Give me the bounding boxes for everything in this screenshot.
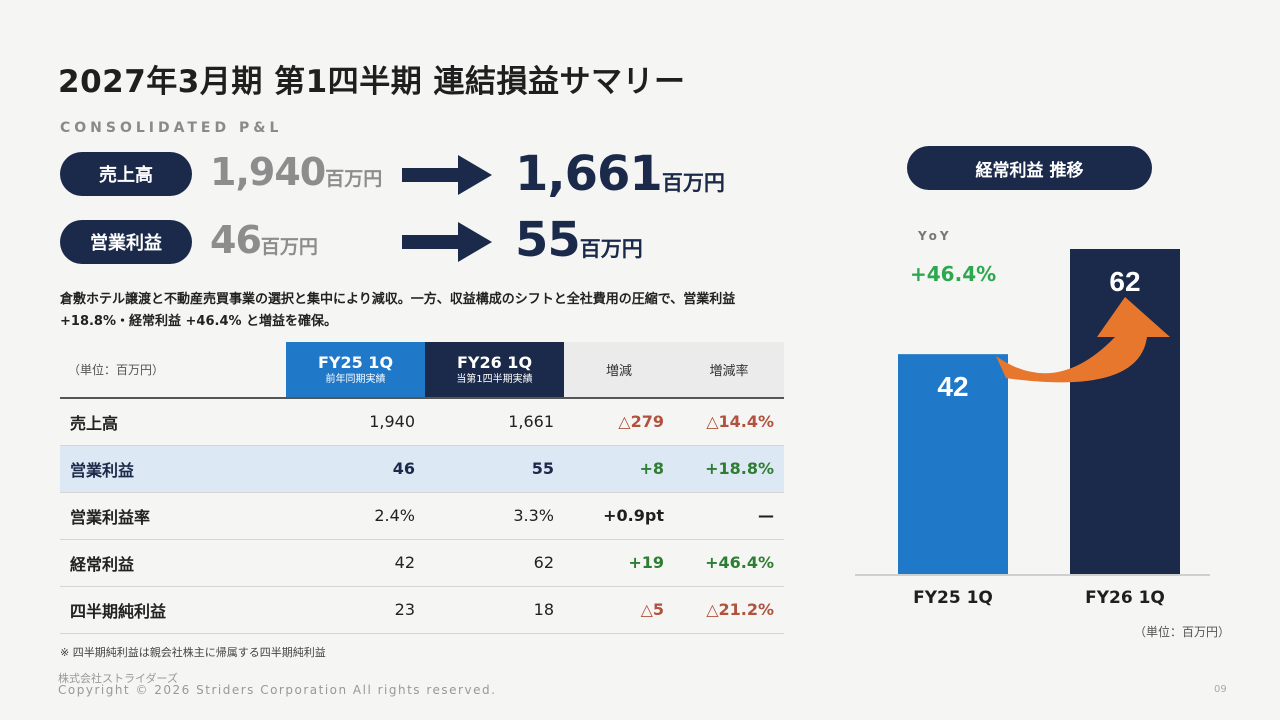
bar-value-label: 42	[937, 371, 968, 402]
yoy-label: YoY	[918, 229, 952, 243]
cell-fy25: 2.4%	[286, 492, 425, 540]
cell-diff: △5	[564, 586, 674, 634]
bar-0	[898, 354, 1008, 575]
col-fy26-sublabel: 当第1四半期実績	[456, 373, 533, 385]
col-header-fy26: FY26 1Q 当第1四半期実績	[425, 342, 564, 398]
footnote: ※ 四半期純利益は親会社株主に帰属する四半期純利益	[60, 646, 326, 659]
growth-arrow-icon	[996, 297, 1170, 383]
company-name: 株式会社ストライダーズ	[58, 672, 179, 685]
page-title: 2027年3月期 第1四半期 連結損益サマリー	[58, 64, 686, 100]
table-unit-label: （単位：百万円）	[68, 363, 165, 377]
cell-diff: +19	[564, 539, 674, 587]
table-row: 売上高 1,940 1,661 △279 △14.4%	[60, 398, 784, 446]
cell-fy25: 46	[286, 445, 425, 493]
cell-fy26: 3.3%	[425, 492, 564, 540]
row-label: 営業利益率	[60, 492, 286, 540]
arrow-right-icon	[402, 155, 492, 195]
col-fy25-label: FY25 1Q	[317, 352, 394, 372]
row-label: 四半期純利益	[60, 586, 286, 634]
kpi-op-curr: 55百万円	[515, 212, 643, 268]
cell-rate: +46.4%	[674, 539, 784, 587]
cell-fy26: 62	[425, 539, 564, 587]
cell-diff: +8	[564, 445, 674, 493]
table-row: 営業利益率 2.4% 3.3% +0.9pt —	[60, 492, 784, 540]
kpi-sales-prev-value: 1,940	[210, 150, 326, 194]
cell-diff: +0.9pt	[564, 492, 674, 540]
row-label: 営業利益	[60, 445, 286, 493]
kpi-label-sales: 売上高	[60, 152, 192, 196]
cell-fy26: 55	[425, 445, 564, 493]
table-header-row: （単位：百万円） FY25 1Q 前年同期実績 FY26 1Q 当第1四半期実績…	[60, 342, 784, 398]
pl-table: （単位：百万円） FY25 1Q 前年同期実績 FY26 1Q 当第1四半期実績…	[60, 342, 784, 634]
cell-fy25: 23	[286, 586, 425, 634]
kpi-op-prev: 46百万円	[210, 218, 318, 262]
table-row: 営業利益 46 55 +8 +18.8%	[60, 445, 784, 493]
cell-fy25: 1,940	[286, 398, 425, 446]
bar-value-label: 62	[1109, 266, 1140, 297]
page-subtitle: CONSOLIDATED P&L	[60, 120, 283, 136]
cell-fy26: 18	[425, 586, 564, 634]
page-number: 09	[1214, 684, 1227, 695]
cell-fy26: 1,661	[425, 398, 564, 446]
kpi-sales-prev: 1,940百万円	[210, 150, 382, 194]
kpi-sales-curr-value: 1,661	[515, 146, 663, 202]
cell-diff: △279	[564, 398, 674, 446]
yoy-value: +46.4%	[910, 262, 997, 286]
row-label: 経常利益	[60, 539, 286, 587]
cell-fy25: 42	[286, 539, 425, 587]
chart-unit-label: （単位：百万円）	[1134, 625, 1231, 639]
arrow-right-icon	[402, 222, 492, 262]
ordinary-profit-chart: 42 FY25 1Q 62 FY26 1Q	[855, 249, 1210, 608]
table-row: 経常利益 42 62 +19 +46.4%	[60, 539, 784, 587]
col-header-fy25: FY25 1Q 前年同期実績	[286, 342, 425, 398]
summary-description: 倉敷ホテル譲渡と不動産売買事業の選択と集中により減収。一方、収益構成のシフトと全…	[60, 292, 736, 329]
kpi-op-prev-unit: 百万円	[260, 236, 318, 258]
cell-rate: —	[674, 492, 784, 540]
cell-rate: +18.8%	[674, 445, 784, 493]
col-header-diff: 増減	[564, 342, 674, 398]
col-fy26-label: FY26 1Q	[456, 352, 533, 372]
col-fy25-sublabel: 前年同期実績	[325, 373, 386, 385]
category-label: FY25 1Q	[913, 588, 993, 608]
kpi-sales-curr-unit: 百万円	[661, 171, 725, 195]
kpi-op-prev-value: 46	[210, 218, 262, 262]
kpi-sales-prev-unit: 百万円	[325, 168, 383, 190]
col-header-rate: 増減率	[674, 342, 784, 398]
kpi-op-curr-unit: 百万円	[579, 237, 643, 261]
kpi-sales-curr: 1,661百万円	[515, 146, 725, 202]
cell-rate: △14.4%	[674, 398, 784, 446]
cell-rate: △21.2%	[674, 586, 784, 634]
copyright: Copyright © 2026 Striders Corporation Al…	[58, 683, 497, 697]
kpi-op-curr-value: 55	[515, 212, 581, 268]
chart-title: 経常利益 推移	[907, 146, 1152, 190]
table-row: 四半期純利益 23 18 △5 △21.2%	[60, 586, 784, 634]
kpi-label-operating-profit: 営業利益	[60, 220, 192, 264]
row-label: 売上高	[60, 398, 286, 446]
category-label: FY26 1Q	[1085, 588, 1165, 608]
